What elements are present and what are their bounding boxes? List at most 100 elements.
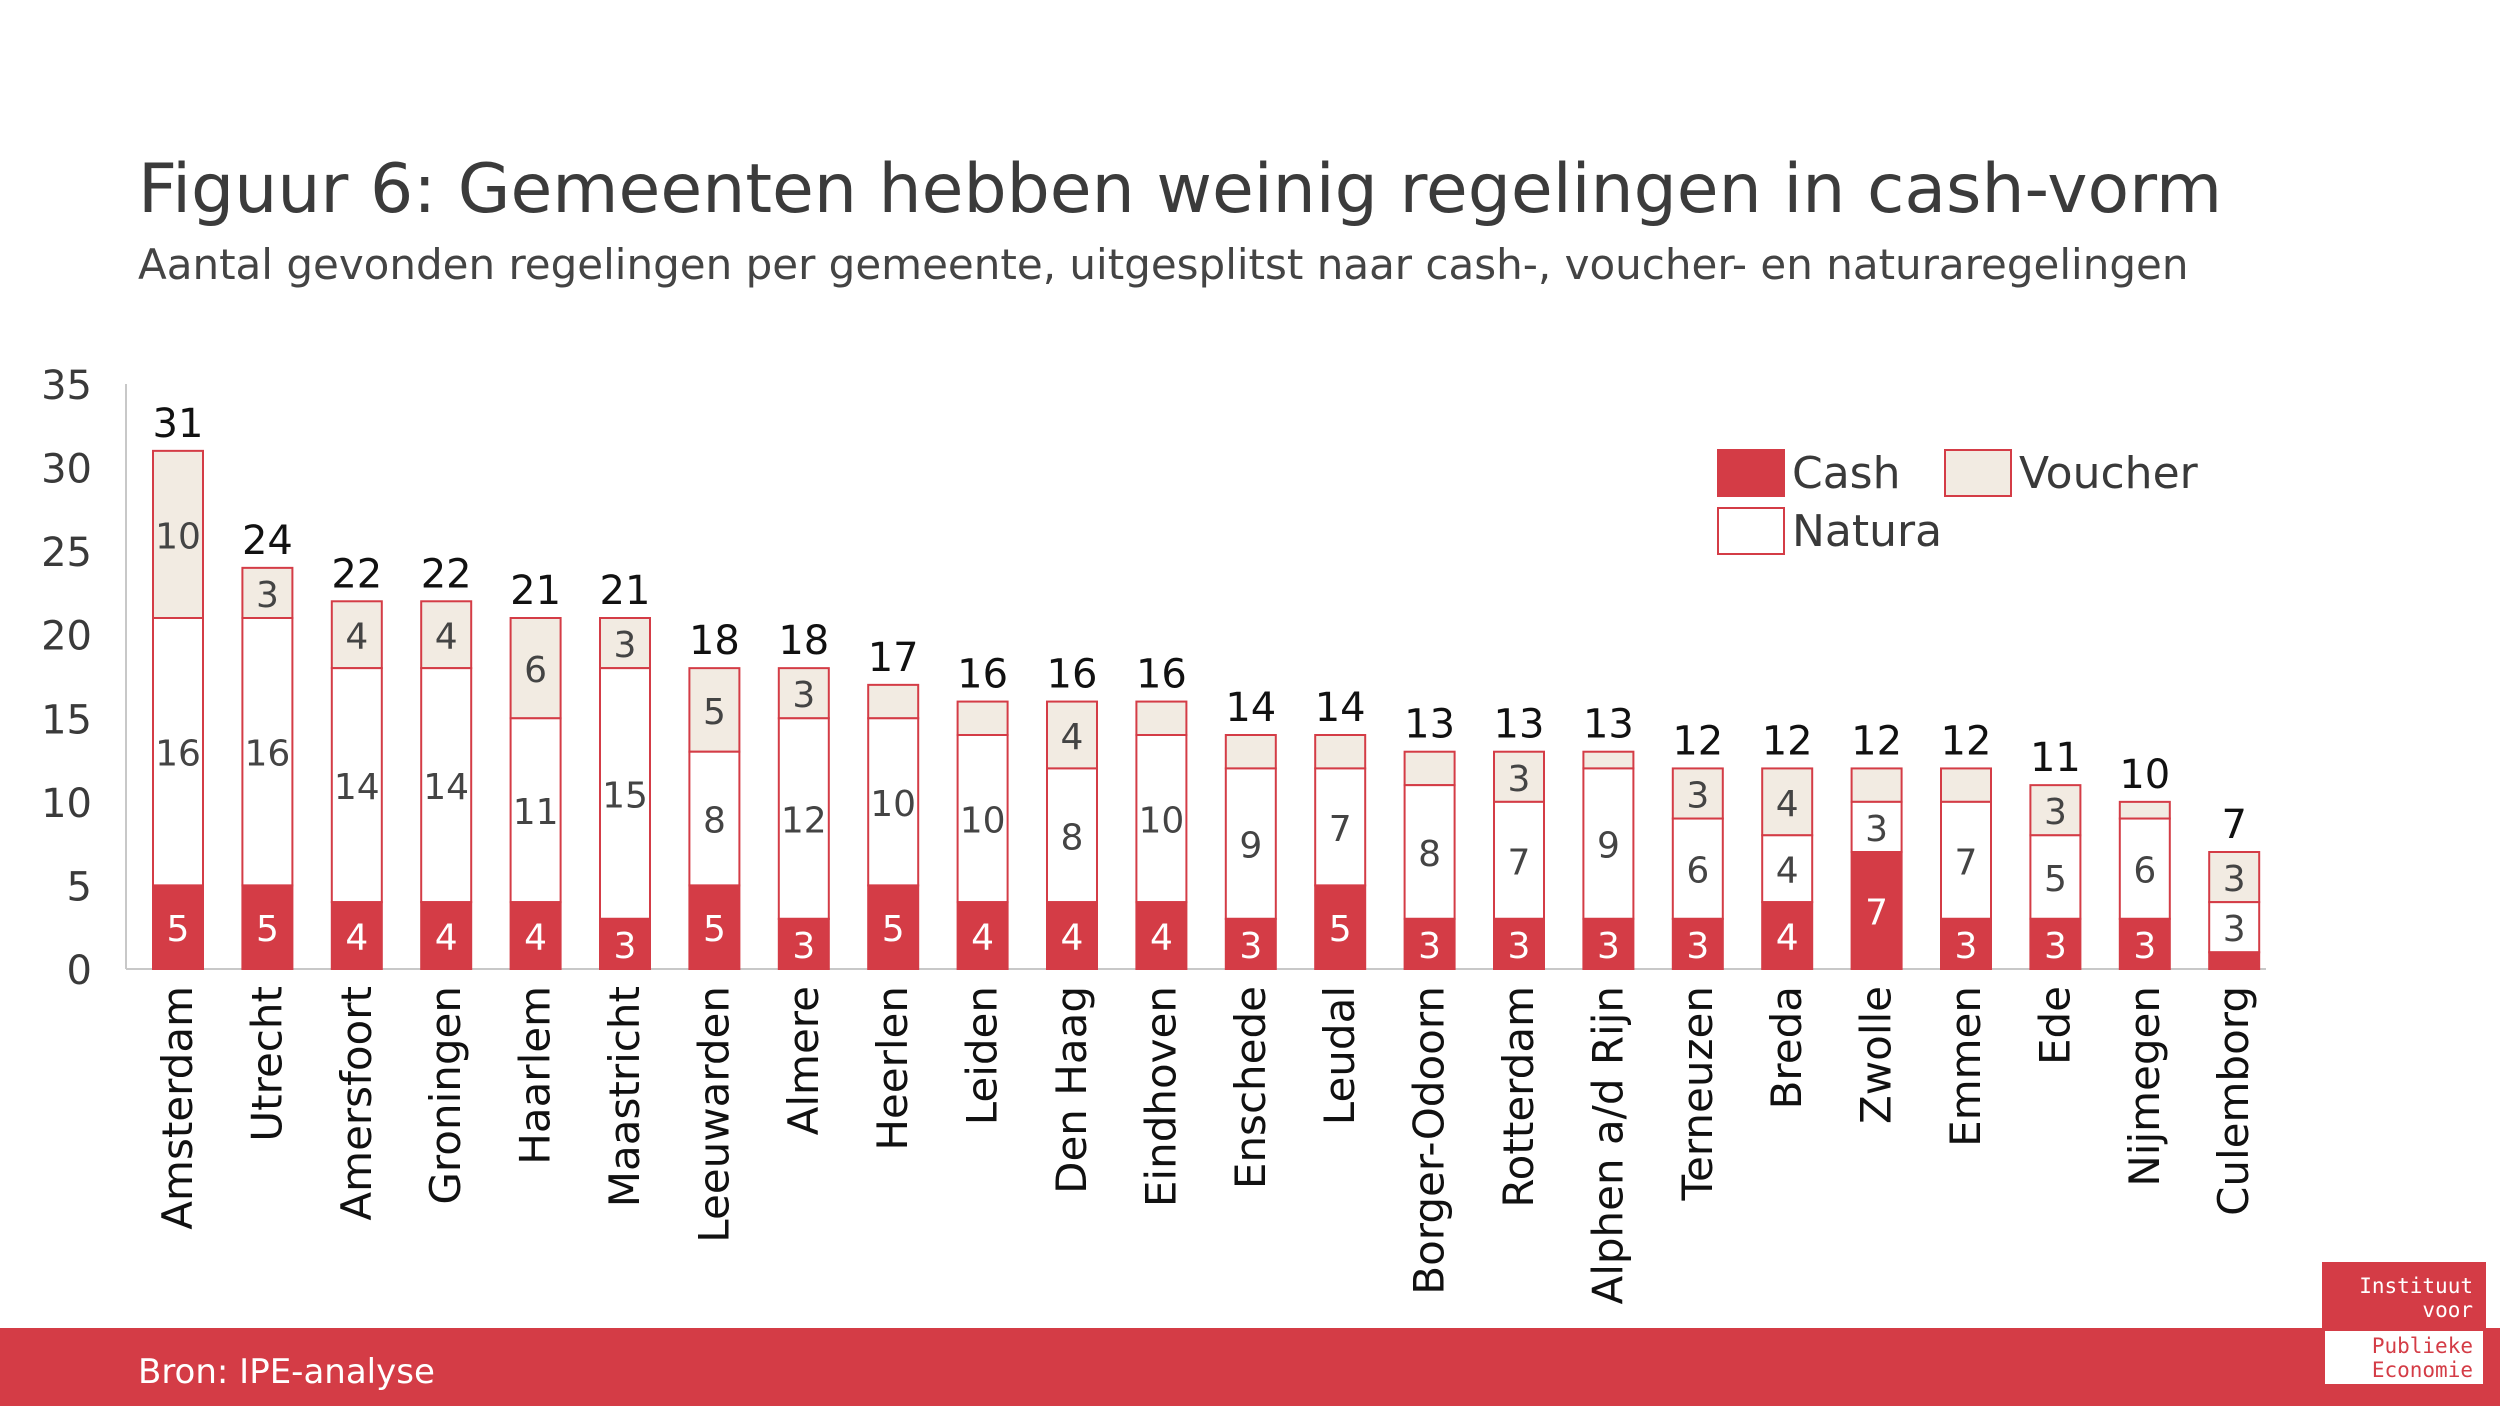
cash-segment <box>867 884 920 971</box>
total-label: 12 <box>1941 718 1992 764</box>
voucher-segment <box>1582 750 1635 770</box>
cash-value-label: 3 <box>1508 926 1531 967</box>
voucher-segment <box>867 683 920 720</box>
natura-value-label: 4 <box>1776 851 1799 892</box>
total-label: 18 <box>778 618 829 664</box>
logo-line-4: Economie <box>2371 1358 2473 1382</box>
voucher-segment <box>1135 700 1188 736</box>
total-label: 22 <box>421 551 472 597</box>
natura-value-label: 7 <box>1508 842 1531 883</box>
voucher-segment <box>1403 750 1456 787</box>
cash-value-label: 3 <box>2044 926 2067 967</box>
cash-value-label: 3 <box>614 926 637 967</box>
cash-value-label: 3 <box>1597 926 1620 967</box>
voucher-value-label: 4 <box>1776 784 1799 825</box>
natura-value-label: 9 <box>1239 826 1262 867</box>
category-label: Utrecht <box>242 986 291 1142</box>
voucher-segment <box>1314 734 1367 770</box>
cash-value-label: 4 <box>1061 918 1084 959</box>
cash-value-label: 5 <box>703 909 726 950</box>
total-label: 12 <box>1762 718 1813 764</box>
cash-value-label: 3 <box>1418 926 1441 967</box>
cash-value-label: 5 <box>1329 909 1352 950</box>
category-label: Zwolle <box>1852 986 1901 1124</box>
natura-segment <box>1224 767 1277 920</box>
legend-label-natura: Natura <box>1792 506 1942 557</box>
cash-segment <box>330 901 383 971</box>
cash-segment <box>2118 917 2171 970</box>
cash-segment <box>688 884 741 971</box>
voucher-value-label: 3 <box>1508 759 1531 800</box>
voucher-segment <box>1940 767 1992 803</box>
natura-segment <box>1582 767 1635 920</box>
total-label: 16 <box>957 652 1008 698</box>
natura-value-label: 9 <box>1597 826 1620 867</box>
voucher-segment <box>2208 851 2261 904</box>
category-label: Amersfoort <box>332 986 381 1221</box>
voucher-value-label: 3 <box>614 625 637 666</box>
natura-segment <box>509 717 562 904</box>
total-label: 13 <box>1404 702 1455 748</box>
logo-line-2: voor <box>2422 1298 2473 1322</box>
cash-segment <box>1224 917 1277 970</box>
cash-value-label: 5 <box>167 909 190 950</box>
legend-label-cash: Cash <box>1792 448 1901 499</box>
cash-segment <box>1671 917 1724 970</box>
voucher-segment <box>1046 700 1098 770</box>
cash-value-label: 5 <box>882 909 905 950</box>
legend-swatch-natura <box>1717 507 1785 555</box>
natura-segment <box>1403 784 1456 920</box>
natura-value-label: 10 <box>960 801 1006 842</box>
cash-value-label: 3 <box>2133 926 2156 967</box>
natura-segment <box>688 750 741 887</box>
natura-value-label: 16 <box>155 734 201 775</box>
natura-value-label: 3 <box>1865 809 1888 850</box>
natura-segment <box>1314 767 1367 887</box>
natura-value-label: 12 <box>781 801 827 842</box>
voucher-segment <box>2029 784 2082 837</box>
y-tick-label: 5 <box>67 864 92 910</box>
category-label: Den Haag <box>1047 986 1096 1194</box>
natura-value-label: 3 <box>2223 909 2246 950</box>
stacked-bar-chart: 051015202530355161031Amsterdam516324Utre… <box>41 363 2266 1305</box>
cash-value-label: 5 <box>256 909 279 950</box>
logo-line-3: Publieke <box>2371 1334 2473 1358</box>
natura-value-label: 5 <box>2044 859 2067 900</box>
natura-segment <box>599 667 651 920</box>
y-tick-label: 15 <box>41 697 92 743</box>
total-label: 13 <box>1583 702 1634 748</box>
category-label: Eindhoven <box>1136 986 1185 1207</box>
category-label: Haarlem <box>511 986 560 1165</box>
voucher-value-label: 3 <box>1686 776 1709 817</box>
voucher-value-label: 3 <box>2044 792 2067 833</box>
cash-segment <box>1850 851 1903 970</box>
cash-segment <box>509 901 562 971</box>
voucher-segment <box>1224 734 1277 770</box>
natura-value-label: 7 <box>1329 809 1352 850</box>
cash-segment <box>1582 917 1635 970</box>
logo-top-block <box>2325 1265 2483 1331</box>
total-label: 10 <box>2119 752 2170 798</box>
voucher-segment <box>1761 767 1814 837</box>
natura-segment <box>956 734 1009 904</box>
total-label: 22 <box>331 551 382 597</box>
chart-subtitle: Aantal gevonden regelingen per gemeente,… <box>138 240 2189 289</box>
voucher-segment <box>1850 767 1903 803</box>
voucher-segment <box>152 449 204 619</box>
natura-value-label: 14 <box>423 767 469 808</box>
voucher-segment <box>956 700 1009 736</box>
total-label: 13 <box>1494 702 1545 748</box>
natura-segment <box>867 717 920 887</box>
y-tick-label: 25 <box>41 530 92 576</box>
category-label: Leeuwarden <box>689 986 738 1243</box>
legend-swatch-voucher <box>1944 449 2012 497</box>
category-label: Maastricht <box>600 986 649 1207</box>
category-label: Leudal <box>1315 986 1364 1125</box>
total-label: 16 <box>1136 652 1187 698</box>
natura-value-label: 6 <box>1686 851 1709 892</box>
category-label: Almere <box>779 986 828 1135</box>
total-label: 14 <box>1315 685 1366 731</box>
cash-value-label: 4 <box>524 918 547 959</box>
legend-label-voucher: Voucher <box>2019 448 2199 499</box>
total-label: 21 <box>600 568 651 614</box>
